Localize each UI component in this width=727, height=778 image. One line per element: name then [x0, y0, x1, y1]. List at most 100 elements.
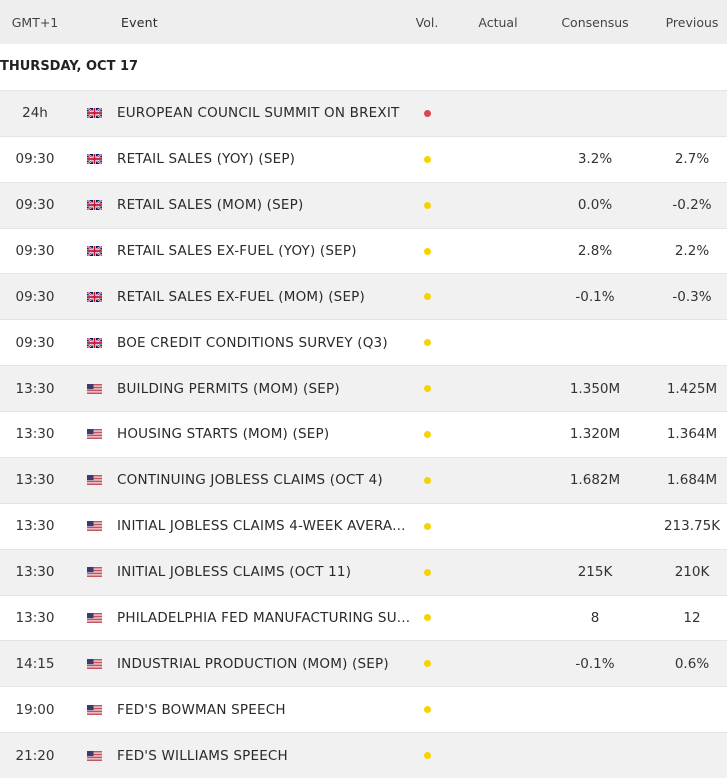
event-time: 13:30 — [15, 564, 55, 581]
event-row: 09:30 RETAIL SALES EX-FUEL (MOM) (SEP) -0.… — [0, 273, 727, 320]
country-flag — [87, 137, 102, 182]
previous-cell — [652, 91, 727, 136]
flag-icon — [87, 384, 102, 394]
event-name: INITIAL JOBLESS CLAIMS 4-WEEK AVERA... — [117, 518, 406, 535]
event-time: 09:30 — [15, 288, 55, 305]
event-time: 13:30 — [15, 426, 55, 443]
flag-icon — [87, 154, 102, 164]
previous-cell: 2.7% — [674, 151, 710, 168]
event-row: 09:30 RETAIL SALES (YOY) (SEP) 3.2% 2.7% — [0, 135, 727, 182]
flag-icon — [87, 567, 102, 577]
consensus-cell: 3.2% — [577, 151, 613, 168]
volatility-dot — [423, 155, 431, 163]
flag-icon — [87, 429, 102, 439]
actual-cell — [463, 412, 533, 457]
date-label: THURSDAY, OCT 17 — [0, 59, 139, 74]
actual-cell — [463, 366, 533, 411]
table-header: GMT+1 Event Vol. Actual Consensus Previo… — [0, 0, 727, 44]
event-name: BOE CREDIT CONDITIONS SURVEY (Q3) — [117, 334, 388, 351]
event-name: HOUSING STARTS (MOM) (SEP) — [117, 426, 330, 443]
flag-icon — [87, 613, 102, 623]
volatility-dot — [423, 752, 431, 760]
volatility — [397, 412, 457, 457]
country-flag — [87, 687, 102, 732]
event-row: 13:30 HOUSING STARTS (MOM) (SEP) 1.320M 1.3… — [0, 411, 727, 457]
consensus-cell: 1.682M — [569, 472, 621, 489]
event-row: 14:15 INDUSTRIAL PRODUCTION (MOM) (SEP) -0… — [0, 640, 727, 687]
event-row: 19:00 FED'S BOWMAN SPEECH — [0, 686, 727, 732]
event-time: 19:00 — [15, 701, 55, 718]
consensus-cell: 1.320M — [569, 426, 621, 443]
flag-icon — [87, 521, 102, 531]
volatility-dot — [423, 339, 431, 347]
country-flag — [87, 641, 102, 686]
volatility — [397, 91, 457, 136]
consensus-cell: 0.0% — [577, 197, 613, 214]
actual-cell — [463, 183, 533, 228]
country-flag — [87, 458, 102, 503]
country-flag — [87, 183, 102, 228]
flag-icon — [87, 246, 102, 256]
flag-icon — [87, 751, 102, 761]
volatility — [397, 641, 457, 686]
country-flag — [87, 366, 102, 411]
header-time: GMT+1 — [11, 14, 59, 30]
country-flag — [87, 274, 102, 319]
volatility-dot — [423, 522, 431, 530]
volatility — [397, 596, 457, 641]
flag-icon — [87, 338, 102, 348]
event-time: 09:30 — [15, 151, 55, 168]
consensus-cell: -0.1% — [575, 655, 615, 672]
event-name: FED'S BOWMAN SPEECH — [117, 701, 286, 718]
previous-cell: 1.684M — [666, 472, 718, 489]
actual-cell — [463, 320, 533, 365]
country-flag — [87, 412, 102, 457]
consensus-cell: 1.350M — [569, 380, 621, 397]
event-name: FED'S WILLIAMS SPEECH — [117, 747, 288, 764]
volatility — [397, 320, 457, 365]
country-flag — [87, 550, 102, 595]
volatility-dot — [423, 706, 431, 714]
event-name: RETAIL SALES EX-FUEL (MOM) (SEP) — [117, 288, 365, 305]
volatility — [397, 229, 457, 274]
event-time: 24h — [22, 105, 48, 122]
consensus-cell — [545, 733, 645, 778]
actual-cell — [463, 137, 533, 182]
date-row: THURSDAY, OCT 17 — [0, 44, 727, 90]
previous-cell — [652, 687, 727, 732]
header-previous: Previous — [665, 14, 719, 30]
previous-cell: 2.2% — [674, 243, 710, 260]
event-time: 13:30 — [15, 472, 55, 489]
consensus-cell — [545, 687, 645, 732]
consensus-cell — [545, 320, 645, 365]
previous-cell: 1.425M — [666, 380, 718, 397]
event-time: 13:30 — [15, 518, 55, 535]
volatility-dot — [423, 660, 431, 668]
event-time: 13:30 — [15, 380, 55, 397]
volatility-dot — [423, 109, 431, 117]
previous-cell: -0.3% — [672, 288, 712, 305]
event-row: 09:30 RETAIL SALES EX-FUEL (YOY) (SEP) 2.8… — [0, 227, 727, 274]
flag-icon — [87, 705, 102, 715]
event-name: PHILADELPHIA FED MANUFACTURING SU... — [117, 609, 411, 626]
previous-cell: 1.364M — [666, 426, 718, 443]
previous-cell — [652, 320, 727, 365]
event-time: 21:20 — [15, 747, 55, 764]
header-event: Event — [121, 14, 158, 30]
event-time: 13:30 — [15, 609, 55, 626]
consensus-cell: 215K — [577, 564, 613, 581]
flag-icon — [87, 292, 102, 302]
consensus-cell: 2.8% — [577, 243, 613, 260]
country-flag — [87, 504, 102, 549]
volatility-dot — [423, 614, 431, 622]
actual-cell — [463, 641, 533, 686]
country-flag — [87, 596, 102, 641]
event-row: 13:30 CONTINUING JOBLESS CLAIMS (OCT 4) 1.… — [0, 456, 727, 503]
actual-cell — [463, 458, 533, 503]
volatility-dot — [423, 385, 431, 393]
event-name: CONTINUING JOBLESS CLAIMS (OCT 4) — [117, 472, 383, 489]
consensus-cell: 8 — [590, 609, 600, 626]
previous-cell: 210K — [674, 564, 710, 581]
event-name: RETAIL SALES (MOM) (SEP) — [117, 197, 304, 214]
previous-cell: -0.2% — [672, 197, 712, 214]
